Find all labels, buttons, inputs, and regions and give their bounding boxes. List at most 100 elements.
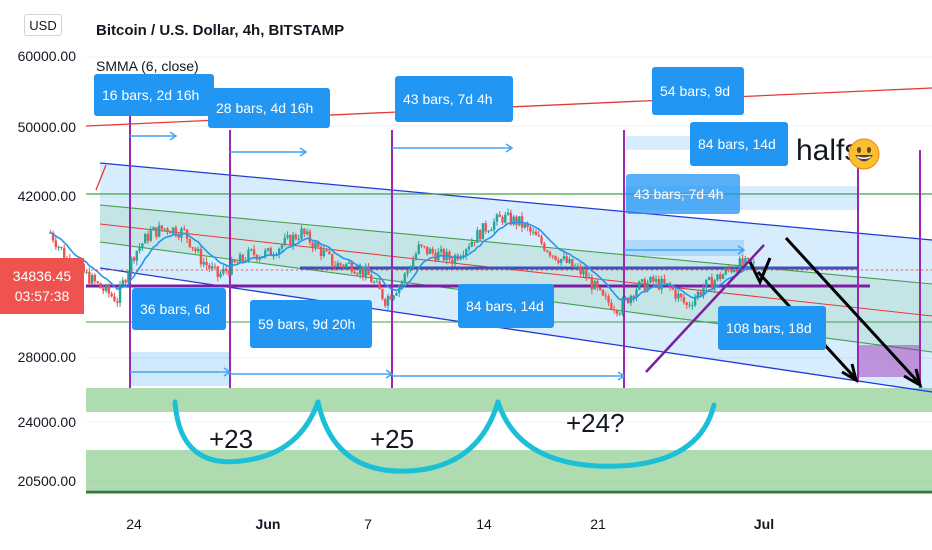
candle-body xyxy=(688,304,691,306)
candle-body xyxy=(322,250,326,256)
bar-label-top-4[interactable]: 54 bars, 9d xyxy=(652,67,744,115)
candle-body xyxy=(660,278,663,290)
candle-body xyxy=(590,277,594,290)
last-price-tag: 34836.45 03:57:38 xyxy=(0,258,84,314)
candle-body xyxy=(395,293,398,296)
candle-body xyxy=(696,291,700,298)
candle-body xyxy=(537,235,540,237)
range-box-1 xyxy=(624,240,744,256)
candle-body xyxy=(573,266,577,268)
candle-body xyxy=(621,299,624,314)
bar-label-bottom-3[interactable]: 84 bars, 14d xyxy=(458,284,554,328)
candle-body xyxy=(587,277,591,279)
candle-body xyxy=(138,247,141,251)
candle-body xyxy=(576,266,580,268)
candle-body xyxy=(118,285,122,303)
candle-body xyxy=(152,227,155,231)
bar-label-bottom-2[interactable]: 59 bars, 9d 20h xyxy=(250,300,372,348)
bar-label-bottom-1[interactable]: 36 bars, 6d xyxy=(132,288,226,330)
bar-label-top-1[interactable]: 16 bars, 2d 16h xyxy=(94,74,214,116)
candle-body xyxy=(532,231,535,233)
candle-body xyxy=(601,289,605,296)
candle-body xyxy=(291,234,295,246)
channel-upper-line xyxy=(99,162,932,241)
candle-body xyxy=(476,230,479,243)
candle-body xyxy=(545,250,549,252)
candle-body xyxy=(305,231,309,234)
cycle-note-2: +25 xyxy=(370,424,415,454)
candle-body xyxy=(199,249,203,265)
candle-body xyxy=(202,261,205,265)
candle-body xyxy=(501,216,504,223)
candle-body xyxy=(565,256,568,263)
candle-body xyxy=(197,249,200,251)
candle-body xyxy=(526,223,529,228)
candle-body xyxy=(548,251,552,256)
candle-body xyxy=(247,249,250,262)
candle-body xyxy=(434,252,437,261)
candle-body xyxy=(453,255,457,264)
candle-body xyxy=(155,227,158,237)
candle-body xyxy=(495,214,499,222)
candle-body xyxy=(504,214,507,223)
bar-label-bottom-4[interactable]: 108 bars, 18d xyxy=(718,306,826,350)
candle-body xyxy=(442,249,446,261)
candle-body xyxy=(492,221,496,230)
candle-body xyxy=(160,225,164,230)
candle-body xyxy=(451,259,454,264)
candle-body xyxy=(470,241,473,247)
candle-body xyxy=(615,310,619,314)
candle-body xyxy=(411,259,415,269)
range-arrow xyxy=(230,147,308,157)
y-tick-label: 28000.00 xyxy=(17,349,76,365)
indicator-label[interactable]: SMMA (6, close) xyxy=(96,58,199,74)
channel-lower-line xyxy=(99,267,932,393)
candle-body xyxy=(568,259,571,263)
candle-body xyxy=(381,289,384,300)
candle-body xyxy=(339,263,342,266)
candle-body xyxy=(250,249,253,251)
candle-body xyxy=(93,275,97,282)
candle-body xyxy=(741,258,744,266)
candle-body xyxy=(534,231,538,236)
candle-body xyxy=(261,256,264,258)
candle-body xyxy=(230,259,233,275)
candle-body xyxy=(378,281,381,290)
candle-body xyxy=(465,249,468,256)
candle-body xyxy=(325,250,328,252)
candle-body xyxy=(130,257,133,273)
rising-trend-line xyxy=(645,244,765,373)
candle-body xyxy=(481,223,485,240)
candle-body xyxy=(473,241,476,243)
candle-body xyxy=(400,282,404,286)
candle-body xyxy=(406,270,409,274)
candle-body xyxy=(121,280,125,286)
candle-body xyxy=(610,302,613,310)
candle-body xyxy=(141,243,144,248)
candle-body xyxy=(149,230,152,241)
candle-body xyxy=(255,254,259,260)
currency-button[interactable]: USD xyxy=(24,14,62,36)
y-tick-label: 24000.00 xyxy=(17,414,76,430)
candle-body xyxy=(719,274,722,279)
candle-body xyxy=(344,263,348,268)
candle-body xyxy=(389,296,393,300)
bar-label-top-3[interactable]: 43 bars, 7d 4h xyxy=(395,76,513,122)
range-arrow xyxy=(392,371,626,381)
candle-body xyxy=(163,228,166,230)
candle-body xyxy=(227,271,231,275)
candle-body xyxy=(484,223,487,232)
candle-body xyxy=(671,286,674,290)
candle-body xyxy=(171,227,175,234)
bar-label-top-2[interactable]: 28 bars, 4d 16h xyxy=(208,88,330,128)
cycle-note-3: +24? xyxy=(566,408,625,438)
candle-body xyxy=(183,228,186,230)
candle-body xyxy=(96,281,99,284)
bar-label-top-5[interactable]: 84 bars, 14d xyxy=(690,122,788,166)
bar-countdown: 03:57:38 xyxy=(14,288,70,304)
candle-body xyxy=(110,293,113,297)
candle-body xyxy=(216,266,219,277)
candle-body xyxy=(487,231,490,233)
bar-label-top-6[interactable]: 43 bars, 7d 4h xyxy=(626,174,740,214)
candle-body xyxy=(557,260,560,263)
